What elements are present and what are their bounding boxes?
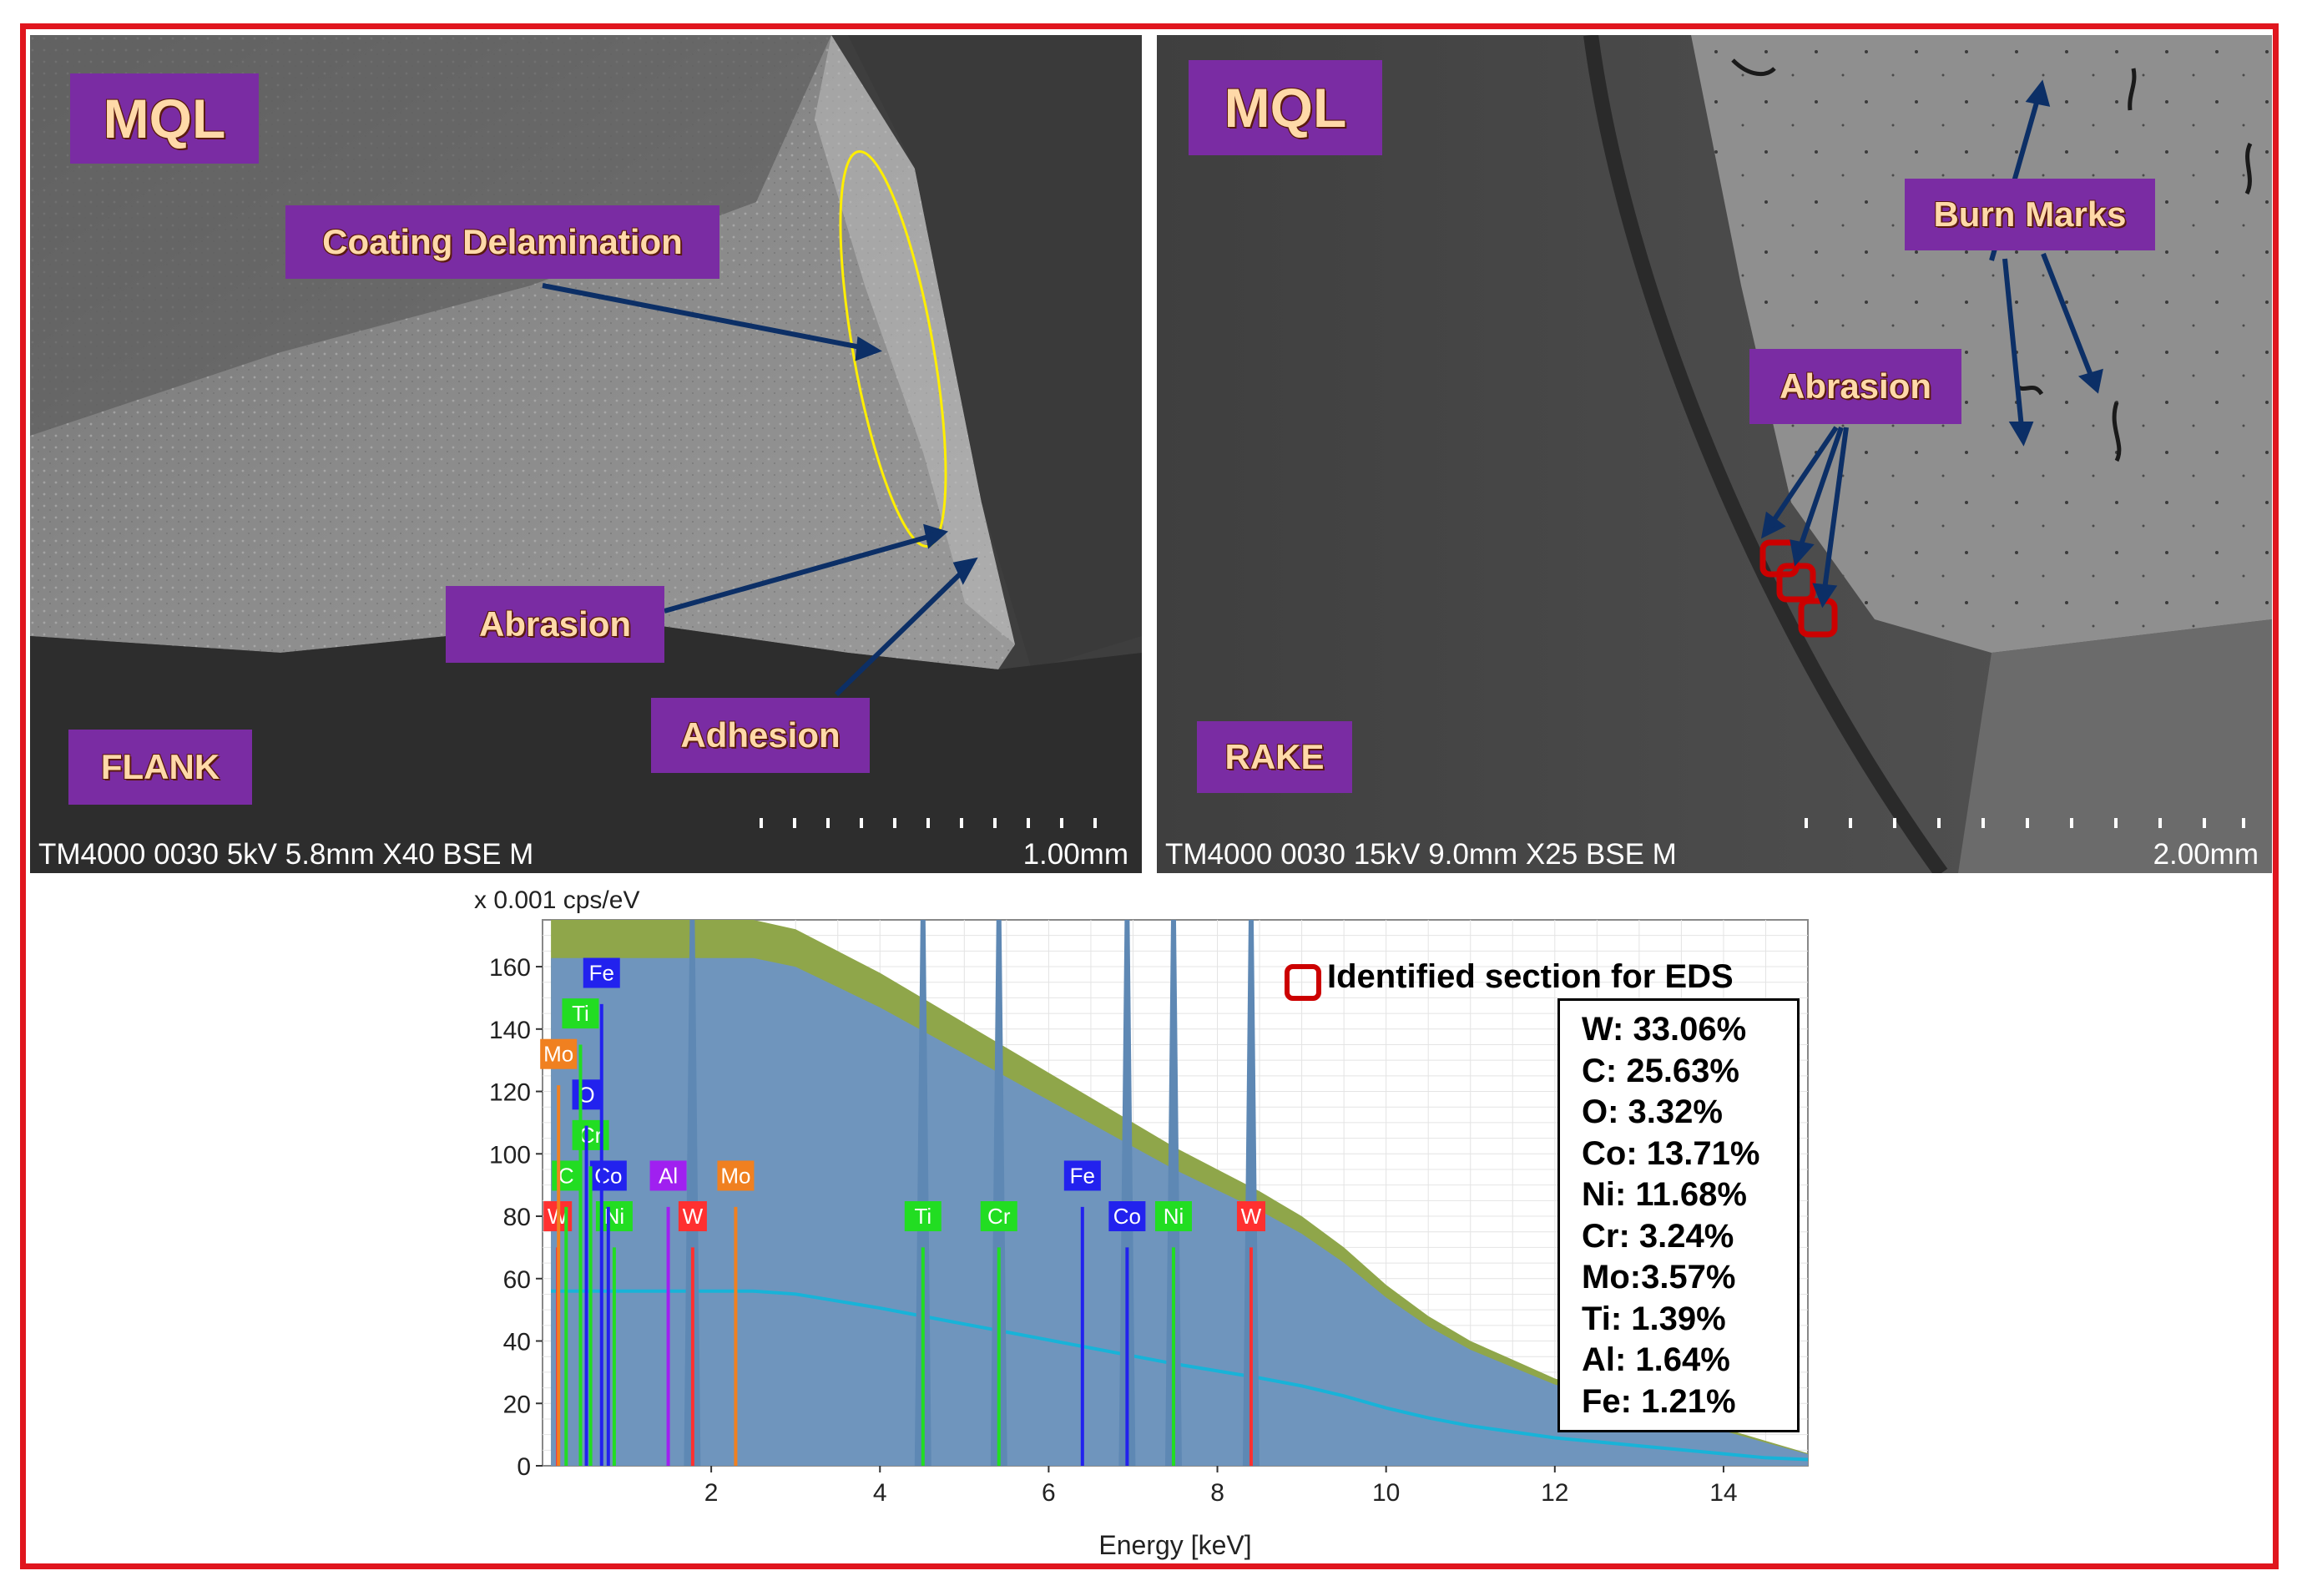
flank-info-bar: TM4000 0030 5kV 5.8mm X40 BSE M 1.00mm	[30, 818, 1142, 873]
spectrum-peak	[684, 920, 701, 1466]
y-tick-label: 120	[489, 1079, 531, 1107]
composition-item: Al: 1.64%	[1582, 1341, 1730, 1378]
element-label: Ni	[1164, 1204, 1184, 1229]
element-label: Al	[659, 1163, 678, 1188]
x-tick-label: 4	[873, 1479, 887, 1507]
adhesion-label: Adhesion	[651, 698, 870, 773]
rake-abrasion-label: Abrasion	[1749, 349, 1961, 424]
composition-item: Mo:3.57%	[1582, 1259, 1736, 1295]
rake-info-bar: TM4000 0030 15kV 9.0mm X25 BSE M 2.00mm	[1157, 818, 2272, 873]
element-label-box	[1154, 1201, 1192, 1232]
element-label: O	[578, 1082, 594, 1107]
flank-abrasion-label: Abrasion	[446, 586, 664, 663]
y-tick-label: 60	[503, 1266, 531, 1294]
spectrum-peak	[990, 920, 1007, 1466]
element-label: W	[683, 1204, 704, 1229]
spectrum-peak	[914, 920, 931, 1466]
flank-meta-text: TM4000 0030 5kV 5.8mm X40 BSE M	[38, 838, 534, 871]
legend-label: Identified section for EDS	[1327, 958, 1734, 995]
spectrum-peak	[1118, 920, 1136, 1466]
composition-item: W: 33.06%	[1582, 1011, 1747, 1048]
element-label-box	[1063, 1160, 1101, 1191]
spectrum-peak	[1242, 920, 1260, 1466]
composition-item: C: 25.63%	[1582, 1052, 1739, 1089]
y-tick-label: 0	[517, 1453, 531, 1481]
element-label: W	[1241, 1204, 1262, 1229]
element-label-box	[583, 957, 620, 988]
rake-mql-label: MQL	[1189, 60, 1382, 155]
x-tick-label: 2	[704, 1479, 719, 1507]
element-label: Co	[1113, 1204, 1141, 1229]
element-label-box	[572, 1079, 601, 1110]
element-label-box	[562, 998, 599, 1029]
x-tick-label: 6	[1042, 1479, 1056, 1507]
element-label: Fe	[589, 961, 614, 986]
y-tick-label: 160	[489, 954, 531, 982]
element-label-box	[649, 1160, 687, 1191]
x-tick-label: 14	[1709, 1479, 1737, 1507]
element-label: Co	[594, 1163, 622, 1188]
rake-view-label: RAKE	[1197, 721, 1352, 793]
x-tick-label: 10	[1372, 1479, 1400, 1507]
x-axis-label: Energy [keV]	[1098, 1530, 1251, 1560]
rake-scale-text: 2.00mm	[2153, 838, 2259, 871]
element-label-box	[678, 1201, 707, 1232]
element-label: Fe	[1070, 1163, 1095, 1188]
element-label: Cr	[579, 1123, 603, 1148]
burn-marks-label: Burn Marks	[1905, 179, 2155, 250]
element-label-box	[552, 1160, 581, 1191]
element-label-box	[904, 1201, 941, 1232]
element-label: Ti	[914, 1204, 931, 1229]
y-tick-label: 100	[489, 1141, 531, 1169]
eds-composition-box: W: 33.06% C: 25.63% O: 3.32% Co: 13.71% …	[1557, 998, 1800, 1432]
composition-item: Cr: 3.24%	[1582, 1217, 1734, 1255]
element-label: Cr	[987, 1204, 1011, 1229]
spectrum-peak	[1164, 920, 1182, 1466]
element-label-box	[717, 1160, 755, 1191]
y-tick-label: 140	[489, 1017, 531, 1044]
flank-mql-label: MQL	[70, 73, 259, 164]
element-label: Ti	[572, 1001, 589, 1026]
y-tick-label: 40	[503, 1329, 531, 1356]
y-tick-label: 20	[503, 1391, 531, 1418]
x-tick-label: 8	[1210, 1479, 1224, 1507]
element-label-box	[980, 1201, 1017, 1232]
x-tick-label: 12	[1541, 1479, 1568, 1507]
rake-meta-text: TM4000 0030 15kV 9.0mm X25 BSE M	[1165, 838, 1677, 871]
flank-sem-image: MQL Coating Delamination Abrasion Adhesi…	[30, 35, 1142, 873]
flank-scale-text: 1.00mm	[1022, 838, 1128, 871]
composition-item: O: 3.32%	[1582, 1093, 1723, 1130]
composition-item: Ni: 11.68%	[1582, 1176, 1747, 1213]
element-label: C	[558, 1163, 574, 1188]
element-label-box	[540, 1038, 578, 1069]
rake-sem-image: MQL Burn Marks Abrasion RAKE TM4000 0030…	[1157, 35, 2272, 873]
flank-scale-ticks	[760, 818, 1110, 831]
composition-item: Ti: 1.39%	[1582, 1300, 1726, 1337]
element-label: Mo	[720, 1163, 750, 1188]
element-label-box	[1108, 1201, 1146, 1232]
y-axis-label: x 0.001 cps/eV	[474, 886, 639, 914]
coating-delamination-label: Coating Delamination	[285, 205, 719, 279]
composition-item: Co: 13.71%	[1582, 1134, 1760, 1172]
element-label-box	[1236, 1201, 1265, 1232]
element-label-box	[589, 1160, 627, 1191]
y-tick-label: 80	[503, 1204, 531, 1231]
legend-marker	[1285, 964, 1321, 1001]
rake-scale-ticks	[1805, 818, 2245, 831]
element-label: Mo	[543, 1042, 573, 1067]
composition-item: Fe: 1.21%	[1582, 1382, 1736, 1420]
flank-view-label: FLANK	[68, 730, 252, 805]
